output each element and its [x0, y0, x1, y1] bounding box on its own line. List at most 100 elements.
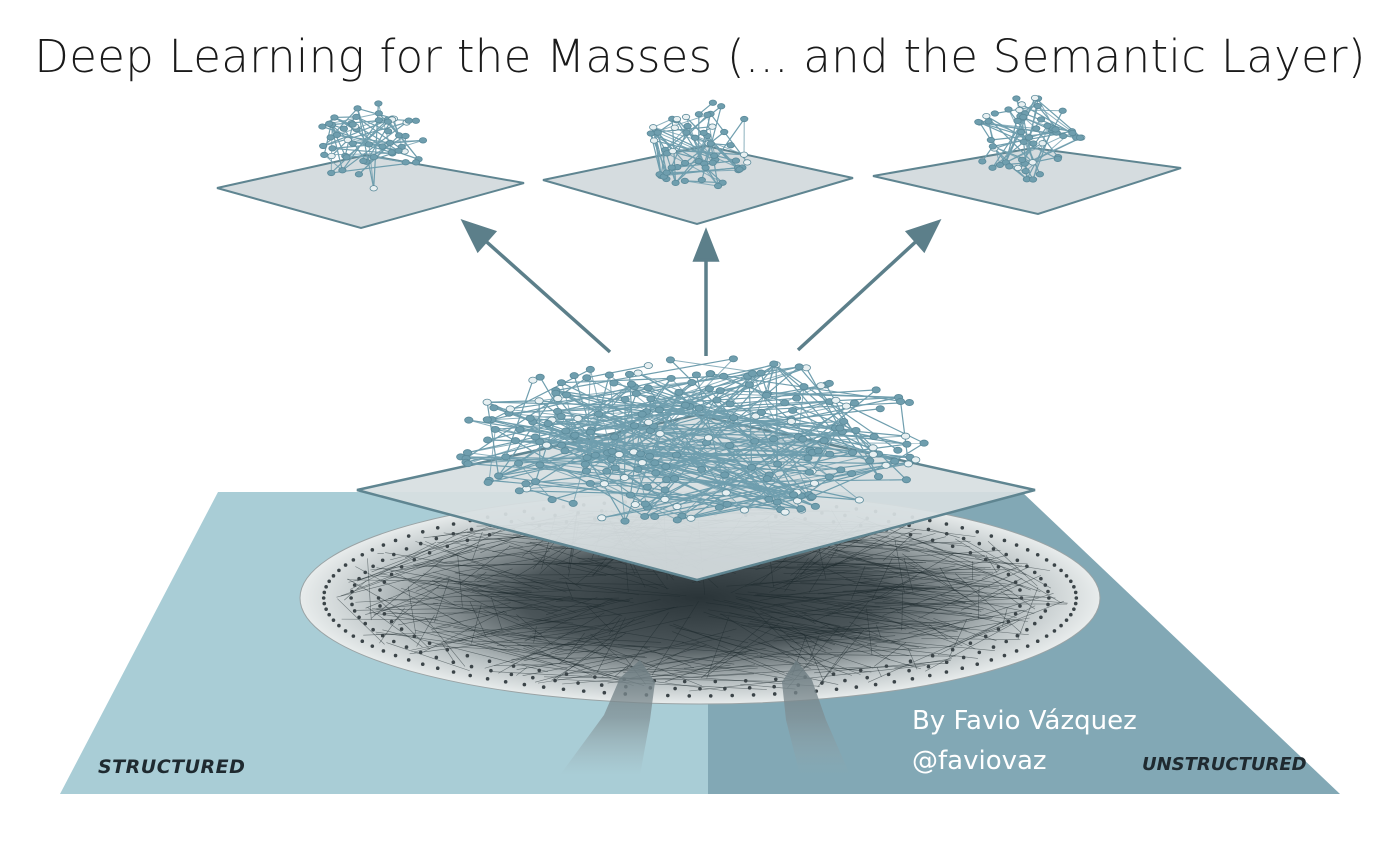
network-node	[983, 634, 988, 639]
graph-node	[353, 105, 362, 112]
network-edge	[669, 624, 811, 669]
graph-node	[573, 414, 583, 422]
network-node	[910, 677, 915, 681]
network-node	[1074, 596, 1079, 600]
graph-node	[325, 120, 334, 127]
graph-node	[364, 141, 374, 148]
network-edge	[921, 637, 1021, 641]
network-edge	[707, 622, 780, 676]
network-node	[927, 518, 932, 523]
network-node	[327, 612, 331, 617]
graph-node	[813, 447, 823, 455]
network-node	[1059, 568, 1063, 573]
network-node	[451, 660, 456, 664]
graph-node	[1059, 132, 1068, 140]
network-edge	[476, 626, 574, 639]
network-node	[1073, 590, 1078, 595]
graph-node	[643, 384, 653, 392]
graph-node	[705, 370, 715, 378]
network-edge	[490, 671, 611, 678]
network-edge	[516, 614, 554, 646]
graph-edge	[642, 462, 781, 511]
network-edge	[570, 598, 623, 617]
graph-node	[901, 432, 911, 440]
network-edge	[778, 627, 835, 677]
graph-node	[780, 508, 790, 516]
network-node	[1069, 612, 1073, 617]
network-edge	[407, 586, 417, 634]
graph-node	[369, 154, 378, 161]
graph-node	[896, 398, 906, 405]
network-node	[445, 647, 450, 652]
graph-edge	[460, 456, 909, 465]
graph-node	[986, 136, 995, 144]
graph-edge	[755, 415, 799, 502]
graph-node	[762, 475, 772, 483]
graph-node	[717, 103, 726, 110]
graph-node	[489, 404, 499, 412]
network-edge	[760, 653, 956, 657]
graph-edge	[811, 460, 895, 498]
graph-node	[686, 514, 696, 522]
network-edge	[981, 570, 1000, 580]
network-edge	[703, 611, 874, 669]
graph-node	[597, 514, 607, 522]
graph-edge	[636, 392, 874, 449]
network-node	[908, 532, 913, 537]
network-node	[975, 529, 980, 534]
graph-node	[849, 399, 860, 407]
graph-node	[463, 460, 473, 468]
network-edge	[853, 637, 995, 651]
graph-node	[671, 451, 681, 459]
graph-node	[561, 427, 571, 435]
network-edge	[827, 556, 1028, 565]
graph-edge	[586, 364, 649, 379]
network-node	[322, 601, 327, 606]
graph-node	[646, 395, 656, 403]
network-node	[730, 693, 735, 698]
graph-node	[328, 145, 337, 152]
network-edge	[413, 597, 634, 653]
network-node	[886, 672, 891, 677]
network-node	[553, 678, 557, 683]
graph-node	[581, 467, 591, 475]
graph-node	[582, 454, 592, 462]
network-edge	[600, 644, 703, 687]
network-edge	[882, 601, 980, 608]
network-edge	[431, 626, 451, 630]
network-edge	[471, 604, 482, 644]
network-node	[427, 550, 432, 555]
network-edge	[801, 580, 974, 614]
network-edge	[928, 623, 948, 640]
graph-node	[620, 517, 630, 525]
network-node	[370, 548, 375, 552]
graph-edge	[365, 118, 393, 163]
graph-node	[557, 441, 567, 449]
network-node	[399, 627, 404, 631]
network-edge	[769, 529, 917, 593]
network-edge	[907, 648, 918, 670]
network-edge	[340, 544, 486, 597]
network-edge	[759, 559, 922, 572]
network-node	[360, 639, 365, 644]
network-edge	[446, 577, 516, 610]
graph-node	[1005, 163, 1014, 170]
network-node	[420, 529, 425, 534]
network-edge	[801, 604, 906, 630]
network-node	[487, 659, 492, 664]
graph-node	[1019, 113, 1028, 121]
network-node	[772, 692, 777, 696]
graph-edge	[610, 364, 777, 460]
network-edge	[503, 611, 508, 614]
network-node	[381, 649, 386, 653]
network-edge	[433, 627, 592, 668]
graph-node	[674, 388, 684, 396]
graph-edge	[604, 483, 678, 521]
network-edge	[735, 596, 807, 614]
graph-edge	[652, 126, 715, 157]
network-node	[561, 687, 566, 692]
network-node	[393, 653, 398, 658]
network-edge	[457, 581, 558, 616]
network-edge	[882, 534, 913, 562]
network-edge	[800, 582, 980, 592]
